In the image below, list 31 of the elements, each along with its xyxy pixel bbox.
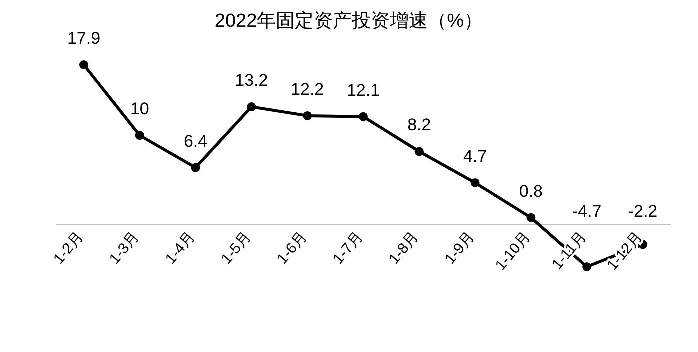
data-label: 4.7 <box>463 146 488 166</box>
x-tick-label: 1-8月 <box>386 228 422 268</box>
point <box>303 111 312 120</box>
point <box>526 213 536 222</box>
point <box>80 60 88 70</box>
x-tick-label: 1-6月 <box>274 228 311 268</box>
data-label: 0.8 <box>519 182 544 201</box>
x-tick-label: 1-5月 <box>218 228 255 268</box>
point <box>247 102 256 112</box>
data-label: 12.2 <box>291 80 324 99</box>
x-tick-label: 1-3月 <box>106 228 143 268</box>
data-label: -2.2 <box>628 202 658 221</box>
x-tick-label: 1-7月 <box>330 228 367 268</box>
data-label: 8.2 <box>408 116 432 135</box>
data-label: 13.2 <box>235 71 268 90</box>
point <box>191 163 200 172</box>
point <box>359 112 368 122</box>
point <box>470 178 480 188</box>
x-tick-label: 1-9月 <box>442 228 478 268</box>
point <box>414 147 424 156</box>
chart-title: 2022年固定资产投资增速（%） <box>214 10 484 32</box>
data-label: 17.9 <box>67 29 101 48</box>
data-label: 6.4 <box>184 132 208 151</box>
data-label: -4.7 <box>572 202 602 221</box>
data-label: 12.1 <box>346 80 380 100</box>
data-label: 10 <box>130 100 150 119</box>
x-tick-label: 1-11月 <box>548 228 590 274</box>
point <box>582 262 592 272</box>
x-tick-label: 1-2月 <box>50 228 88 268</box>
x-tick-label: 1-4月 <box>162 228 199 268</box>
point <box>135 131 144 140</box>
